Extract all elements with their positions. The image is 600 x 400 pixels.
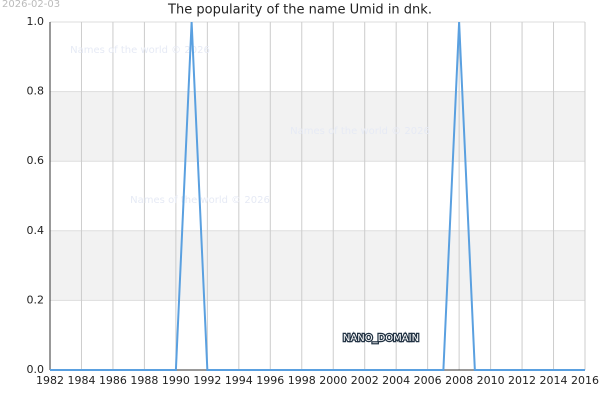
chart-title: The popularity of the name Umid in dnk. [167, 3, 432, 18]
y-tick-label: 0.8 [27, 85, 45, 98]
x-tick-label: 2002 [351, 374, 379, 387]
x-tick-label: 1996 [256, 374, 284, 387]
domain-label: NANO_DOMAIN [343, 333, 419, 344]
x-tick-label: 1994 [225, 374, 253, 387]
y-tick-label: 0.4 [27, 224, 45, 237]
y-tick-label: 0.0 [27, 363, 45, 376]
line-series [50, 21, 585, 371]
x-tick-label: 1986 [99, 374, 127, 387]
grid-band [50, 91, 585, 162]
watermark: Names of the world © 2026 [290, 126, 430, 137]
x-tick-label: 2014 [540, 374, 568, 387]
x-tick-label: 1982 [36, 374, 64, 387]
x-tick-label: 2004 [382, 374, 410, 387]
x-tick-label: 1988 [130, 374, 158, 387]
x-tick-label: 2008 [445, 374, 473, 387]
x-tick-label: 1984 [67, 374, 95, 387]
y-tick-label: 0.6 [27, 154, 45, 167]
x-tick-label: 1992 [193, 374, 221, 387]
grid-band [50, 230, 585, 301]
date-stamp: 2026-02-03 [2, 0, 60, 10]
x-tick-label: 2010 [477, 374, 505, 387]
watermark: Names of the world © 2026 [70, 45, 210, 56]
x-tick-label: 2012 [508, 374, 536, 387]
x-tick-label: 2000 [319, 374, 347, 387]
y-tick-label: 1.0 [27, 15, 45, 28]
y-tick-label: 0.2 [27, 293, 45, 306]
x-tick-label: 2016 [571, 374, 599, 387]
x-tick-label: 1998 [288, 374, 316, 387]
x-tick-label: 2006 [414, 374, 442, 387]
x-tick-label: 1990 [162, 374, 190, 387]
